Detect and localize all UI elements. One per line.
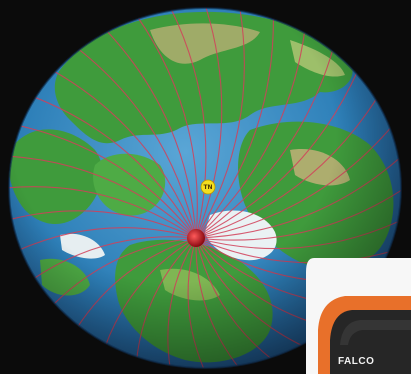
device-corner: FALCO — [306, 258, 411, 374]
pole-marker — [187, 229, 205, 247]
tn-marker-label: TN — [203, 184, 212, 191]
device-brand-text: FALCO — [338, 356, 374, 367]
globe-rim — [8, 7, 402, 369]
tn-marker: TN — [200, 179, 216, 195]
